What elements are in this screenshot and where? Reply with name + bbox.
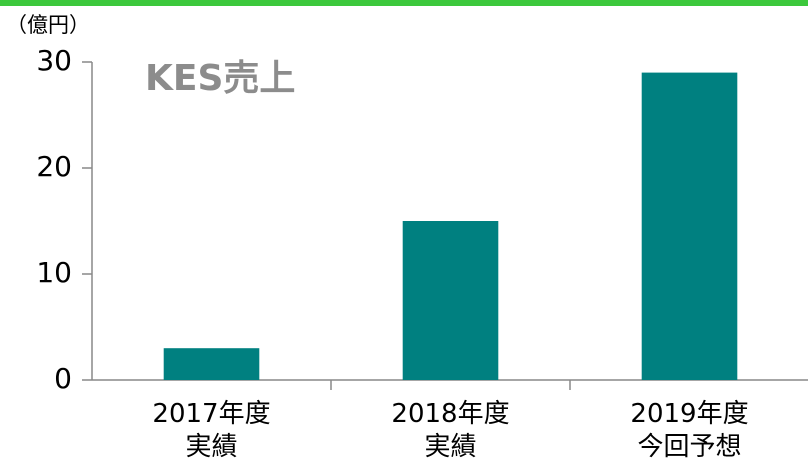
bar	[402, 221, 499, 380]
y-tick-label: 20	[36, 150, 72, 183]
y-tick-label: 10	[36, 256, 72, 289]
x-tick-label: 2017年度実績	[152, 399, 270, 462]
y-tick-label: 30	[36, 44, 72, 77]
unit-label: （億円）	[6, 13, 90, 37]
x-tick-label: 2018年度実績	[391, 399, 509, 462]
bar	[163, 348, 260, 380]
top-bar	[0, 0, 808, 6]
bar	[641, 72, 738, 380]
chart-title: KES売上	[145, 58, 295, 99]
x-tick-label: 2019年度今回予想	[630, 399, 748, 462]
y-tick-label: 0	[54, 362, 72, 395]
